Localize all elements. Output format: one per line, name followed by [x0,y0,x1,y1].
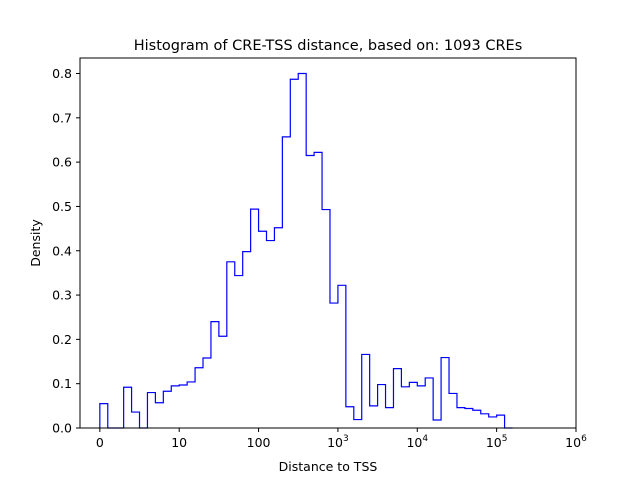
y-axis-ticks: 0.0 0.1 0.2 0.3 0.4 0.5 0.6 0.7 0.8 [52,66,80,436]
y-tick-label: 0.6 [52,155,72,170]
x-tick-exponent: 5 [502,434,508,444]
y-tick-label: 0.8 [52,66,72,81]
y-tick-label: 0.5 [52,199,72,214]
x-tick-exponent: 3 [343,434,349,444]
y-axis-label: Density [28,219,43,267]
y-tick-label: 0.1 [52,376,72,391]
x-tick-label: 100 [247,435,271,450]
y-tick-label: 0.0 [52,421,72,436]
x-tick-label: 10 [171,435,187,450]
y-tick-label: 0.4 [52,243,72,258]
plot-frame [79,57,577,429]
x-tick-label: 0 [96,435,104,450]
x-axis-label: Distance to TSS [279,459,378,474]
y-tick-label: 0.3 [52,288,72,303]
y-tick-label: 0.2 [52,332,72,347]
x-axis-ticks: 0 10 100 103 104 105 106 [96,428,587,450]
chart-title: Histogram of CRE-TSS distance, based on:… [134,38,523,54]
plot-area [99,72,513,429]
x-tick-exponent: 6 [581,434,587,444]
x-tick-exponent: 4 [422,434,428,444]
histogram-series-0 [99,72,513,429]
y-tick-label: 0.7 [52,110,72,125]
